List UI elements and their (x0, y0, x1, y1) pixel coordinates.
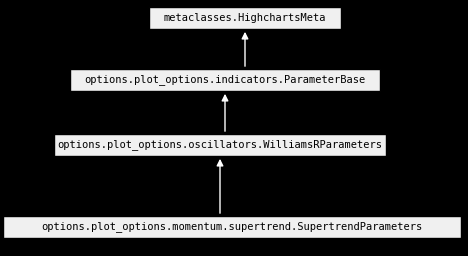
Text: options.plot_options.indicators.ParameterBase: options.plot_options.indicators.Paramete… (84, 74, 366, 86)
Text: options.plot_options.oscillators.WilliamsRParameters: options.plot_options.oscillators.William… (58, 140, 382, 151)
FancyBboxPatch shape (3, 216, 461, 238)
FancyBboxPatch shape (54, 134, 386, 156)
FancyBboxPatch shape (149, 7, 341, 29)
Text: metaclasses.HighchartsMeta: metaclasses.HighchartsMeta (164, 13, 326, 23)
Text: options.plot_options.momentum.supertrend.SupertrendParameters: options.plot_options.momentum.supertrend… (41, 221, 423, 232)
FancyBboxPatch shape (70, 69, 380, 91)
